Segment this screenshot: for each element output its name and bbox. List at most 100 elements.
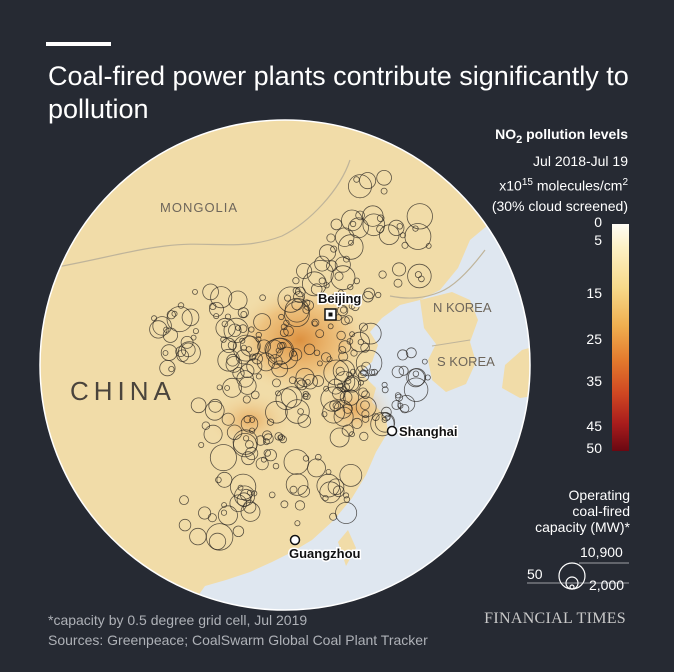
coal-plant-circle: [304, 378, 311, 385]
coal-plant-circle: [349, 331, 370, 353]
coal-plant-circle: [275, 347, 282, 354]
capacity-circle-small: [569, 584, 575, 590]
coal-plant-circle: [326, 233, 336, 243]
coal-plant-circle: [398, 365, 409, 376]
no2-legend-title: NO2 pollution levels Jul 2018-Jul 19 x10…: [492, 124, 628, 217]
coal-plant-circle: [337, 289, 344, 296]
coal-plant-circle: [407, 263, 432, 289]
coal-plant-circle: [190, 397, 207, 414]
scale-tick: 35: [586, 373, 602, 389]
coal-plant-circle: [318, 277, 326, 285]
coal-plant-circle: [277, 342, 286, 351]
coal-plant-circle: [215, 476, 222, 484]
coal-plant-circle: [232, 334, 260, 362]
coal-plant-circle: [421, 358, 428, 365]
coal-plant-circle: [302, 374, 318, 390]
coal-plant-circle: [397, 394, 416, 413]
coal-plant-circle: [349, 220, 357, 228]
coal-plant-circle: [210, 286, 233, 309]
coal-plant-circle: [236, 492, 252, 508]
coal-plant-circle: [306, 259, 334, 287]
coal-plant-circle: [283, 325, 294, 337]
coal-plant-circle: [241, 451, 256, 466]
coal-plant-circle: [381, 406, 392, 418]
coal-plant-circle: [338, 346, 347, 355]
coal-plant-circle: [297, 414, 312, 428]
coal-plant-circle: [332, 402, 340, 409]
coal-plant-circle: [278, 434, 285, 441]
coal-plant-circle: [315, 329, 325, 339]
label-s-korea: S KOREA: [437, 354, 495, 369]
coal-plant-circle: [338, 351, 349, 362]
coal-plant-circle: [327, 478, 345, 496]
coal-plant-circle: [279, 435, 287, 444]
coal-plant-circle: [224, 385, 231, 391]
coal-plant-circle: [406, 203, 433, 230]
coal-plant-circle: [198, 441, 205, 448]
coal-plant-circle: [350, 368, 356, 375]
coal-plant-circle: [399, 232, 406, 239]
coal-plant-circle: [378, 270, 387, 279]
coal-plant-circle: [171, 310, 178, 317]
coal-plant-circle: [412, 225, 419, 232]
coal-plant-circle: [303, 392, 311, 400]
coal-plant-circle: [198, 506, 212, 520]
coal-plant-circle: [322, 494, 329, 502]
coal-plant-circle: [224, 313, 232, 320]
coal-plant-circle: [292, 286, 301, 295]
coal-plant-circle: [245, 446, 259, 461]
coal-plant-circle: [311, 320, 318, 327]
coal-plant-circle: [277, 434, 284, 441]
city-guangzhou: Guangzhou: [289, 546, 361, 561]
coal-plant-circle: [333, 400, 353, 419]
coal-plant-circle: [277, 286, 304, 313]
coal-plant-circle: [294, 500, 306, 511]
coal-plant-circle: [310, 283, 323, 296]
coal-plant-circle: [221, 412, 235, 426]
coal-plant-circle: [213, 313, 220, 320]
coal-plant-circle: [238, 376, 257, 395]
coal-plant-circle: [243, 435, 250, 442]
coal-plant-circle: [380, 187, 388, 195]
coal-plant-circle: [361, 390, 370, 400]
coal-plant-circle: [177, 341, 201, 365]
coal-plant-circle: [350, 349, 358, 357]
coal-plant-circle: [228, 290, 248, 311]
coal-plant-circle: [246, 358, 263, 375]
coal-plant-circle: [216, 471, 233, 488]
coal-plant-circle: [255, 435, 266, 446]
coal-plant-circle: [332, 359, 355, 382]
coal-plant-circle: [283, 449, 310, 475]
taiwan-land: [338, 530, 356, 566]
coal-plant-circle: [303, 343, 316, 356]
coal-plant-circle: [355, 396, 377, 418]
coal-plant-circle: [376, 214, 385, 223]
coal-plant-circle: [202, 283, 219, 301]
coal-plant-circle: [237, 307, 249, 319]
coal-plant-circle: [302, 455, 310, 462]
scale-tick: 15: [586, 285, 602, 301]
coal-plant-circle: [232, 367, 245, 380]
coal-plant-circle: [217, 348, 241, 372]
coal-plant-circle: [360, 342, 370, 353]
coal-plant-circle: [346, 371, 353, 378]
coal-plant-circle: [336, 304, 349, 317]
coal-plant-circle: [316, 360, 323, 367]
coal-plant-circle: [275, 388, 298, 411]
scale-tick: 25: [586, 331, 602, 347]
coal-plant-circle: [361, 409, 370, 418]
coal-plant-circle: [359, 322, 382, 345]
coal-plant-circle: [363, 287, 376, 300]
coal-plant-circle: [223, 317, 249, 343]
coal-plant-circle: [245, 346, 252, 353]
coal-plant-circle: [162, 350, 169, 356]
title-rule: [46, 42, 111, 46]
coal-plant-circle: [343, 492, 350, 499]
coal-plant-circle: [360, 400, 370, 411]
coal-plant-circle: [326, 260, 338, 272]
coal-plant-circle: [348, 239, 354, 246]
coal-plant-circle: [381, 386, 389, 394]
coal-plant-circle: [246, 489, 253, 496]
coal-plant-circle: [280, 386, 303, 408]
coal-plant-circle: [311, 318, 320, 327]
